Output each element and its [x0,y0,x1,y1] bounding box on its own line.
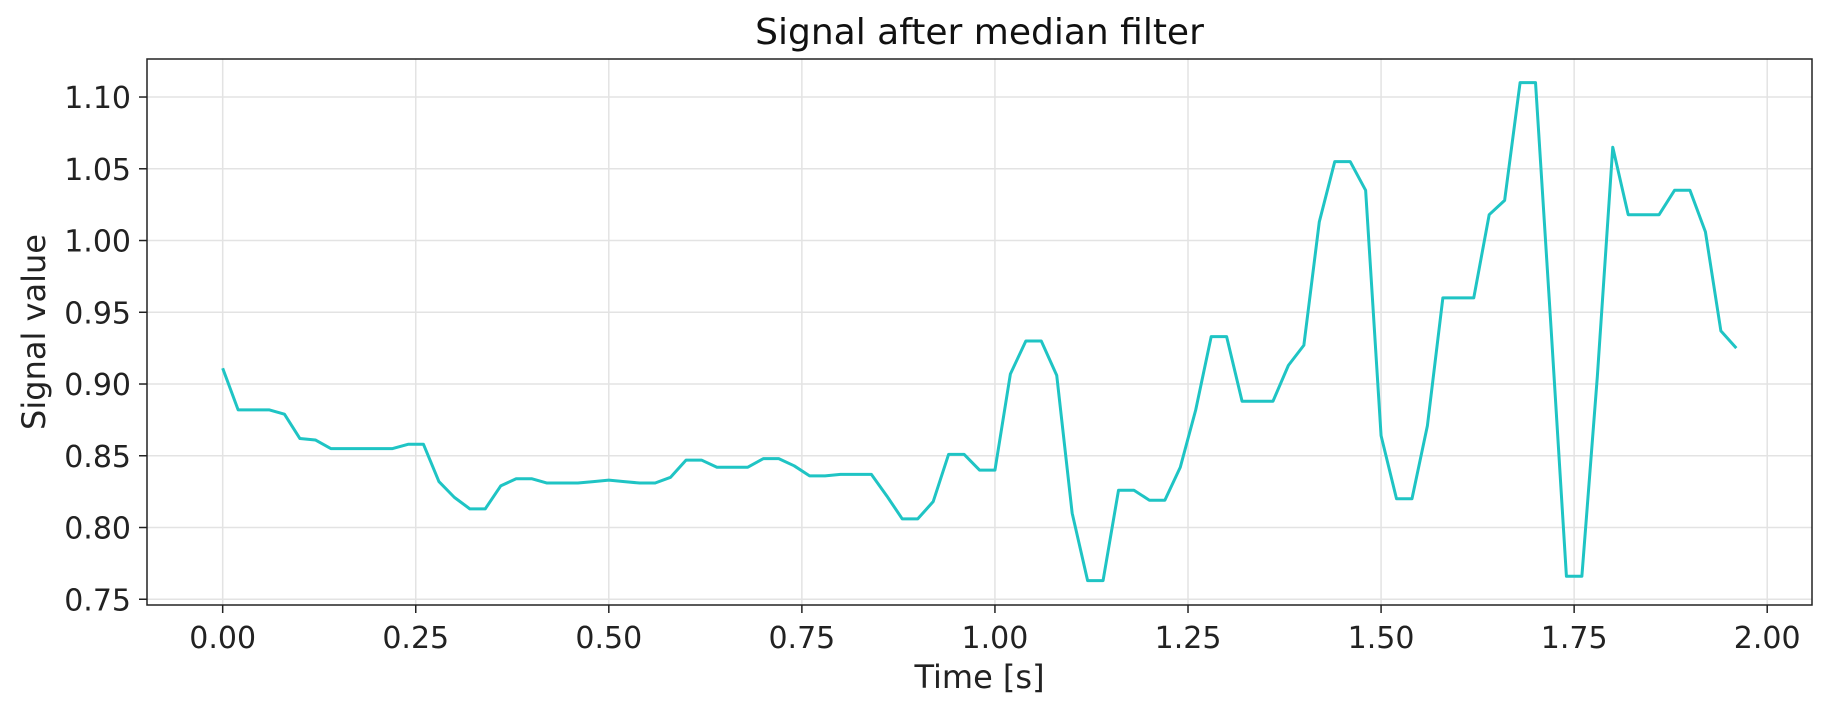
x-tick-label: 0.00 [189,621,256,656]
y-tick-label: 0.80 [64,512,131,547]
x-tick-label: 0.50 [575,621,642,656]
x-tick-label: 1.75 [1541,621,1608,656]
x-tick-label: 0.75 [768,621,835,656]
x-tick-label: 1.00 [962,621,1029,656]
y-tick-label: 0.95 [64,296,131,331]
grid [147,59,1812,605]
y-axis-label: Signal value [15,234,53,430]
y-tick-label: 1.05 [64,153,131,188]
y-tick-label: 0.90 [64,368,131,403]
chart-title: Signal after median filter [755,12,1204,53]
x-tick-label: 0.25 [382,621,449,656]
y-tick-label: 0.75 [64,583,131,618]
y-tick-label: 1.10 [64,81,131,116]
plot-area [146,58,1813,606]
axis-ticks: 0.00 0.25 0.50 0.75 1.00 1.25 1.50 1.75 2.00 0.75… [64,81,1800,656]
x-axis-label: Time [s] [913,658,1044,696]
x-tick-label: 2.00 [1734,621,1801,656]
x-tick-label: 1.25 [1155,621,1222,656]
series-line [221,81,1738,583]
series-layer [221,81,1738,583]
y-tick-label: 0.85 [64,440,131,475]
x-tick-label: 1.50 [1348,621,1415,656]
y-tick-label: 1.00 [64,225,131,260]
